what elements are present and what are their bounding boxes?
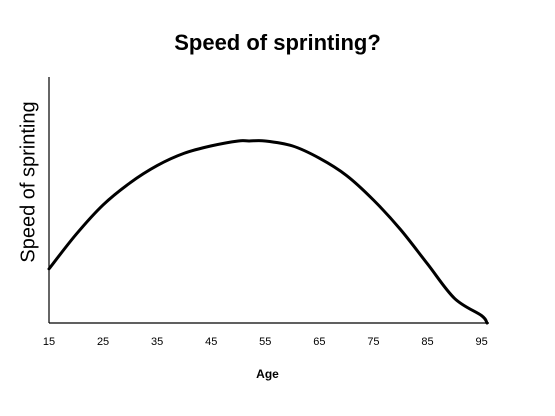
x-tick-label: 35 (151, 336, 163, 348)
chart-title: Speed of sprinting? (174, 30, 381, 55)
x-tick-label: 75 (367, 336, 379, 348)
x-tick-label: 85 (421, 336, 433, 348)
x-tick-label: 25 (97, 336, 109, 348)
x-tick-labels: 15 25 35 45 55 65 75 85 95 (43, 336, 488, 348)
x-axis-label: Age (256, 367, 279, 381)
x-tick-label: 55 (259, 336, 271, 348)
x-tick-label: 65 (313, 336, 325, 348)
x-tick-label: 15 (43, 336, 55, 348)
series-line (47, 139, 489, 325)
x-tick-label: 45 (205, 336, 217, 348)
x-tick-label: 95 (475, 336, 487, 348)
